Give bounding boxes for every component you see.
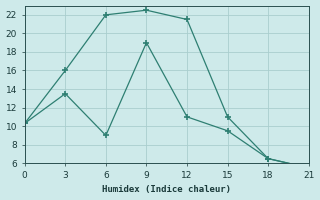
X-axis label: Humidex (Indice chaleur): Humidex (Indice chaleur) (102, 185, 231, 194)
